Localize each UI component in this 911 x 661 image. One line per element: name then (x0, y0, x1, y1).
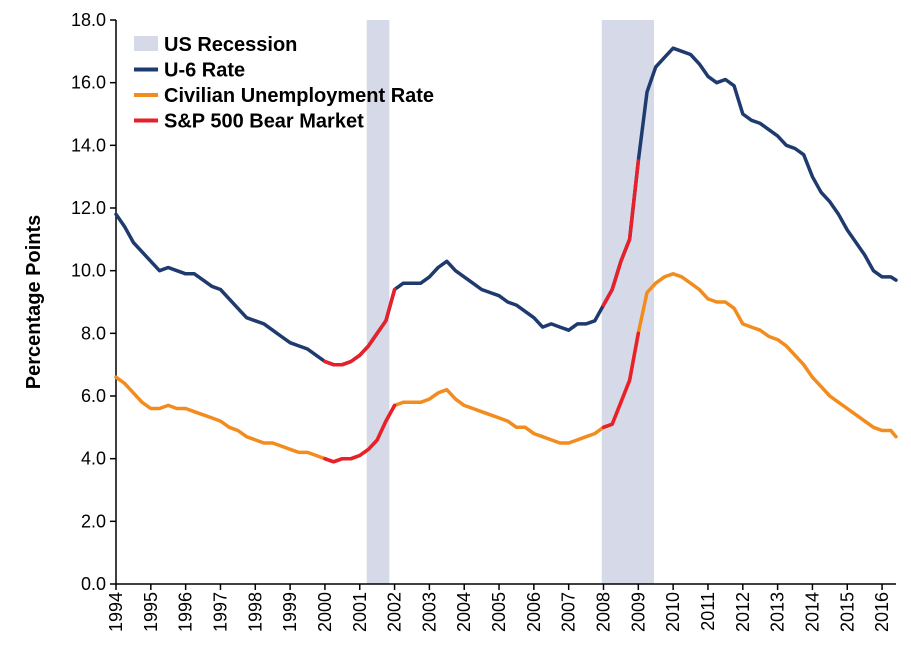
x-tick-label: 2007 (559, 592, 579, 632)
axes (115, 20, 896, 585)
series-lines (114, 46, 898, 464)
x-tick-label: 2002 (385, 592, 405, 632)
x-tick-label: 2003 (419, 592, 439, 632)
x-tick-label: 2014 (802, 592, 822, 632)
legend-label: Civilian Unemployment Rate (164, 85, 434, 107)
x-tick-labels: 1994 1995 1996 1997 1998 1999 2000 2001 2002 2003… (106, 584, 892, 632)
bear-market-segment-u6-1 (323, 287, 397, 367)
x-tick-label: 2000 (315, 592, 335, 632)
x-tick-label: 1999 (280, 592, 300, 632)
y-tick-label: 16.0 (71, 73, 106, 93)
x-tick-label: 2001 (350, 592, 370, 632)
x-tick-label: 1996 (176, 592, 196, 632)
x-tick-label: 2004 (454, 592, 474, 632)
y-tick-label: 10.0 (71, 261, 106, 281)
x-tick-label: 2016 (872, 592, 892, 632)
legend-label: US Recession (164, 34, 297, 56)
x-tick-label: 2011 (698, 592, 718, 631)
bear-market-segment-unemployment-2 (601, 331, 641, 430)
y-tick-label: 12.0 (71, 198, 106, 218)
bear-market-segment-u6-2 (601, 159, 641, 307)
y-tick-label: 0.0 (81, 574, 106, 594)
x-tick-label: 2012 (733, 592, 753, 632)
legend: US Recession U-6 Rate Civilian Unemploymen… (134, 34, 434, 133)
x-tick-label: 1995 (141, 592, 161, 632)
y-tick-label: 2.0 (81, 511, 106, 531)
x-tick-label: 1994 (106, 592, 126, 632)
series-line-u6 (114, 46, 898, 367)
legend-label: S&P 500 Bear Market (164, 111, 364, 133)
x-tick-label: 1997 (210, 592, 230, 632)
legend-label: U-6 Rate (164, 60, 245, 82)
bear-market-segment-unemployment-1 (323, 403, 397, 464)
x-tick-label: 2006 (524, 592, 544, 632)
y-tick-label: 4.0 (81, 449, 106, 469)
x-tick-label: 2005 (489, 592, 509, 632)
x-tick-label: 2009 (628, 592, 648, 632)
legend-swatch-recession (134, 36, 158, 51)
y-tick-label: 6.0 (81, 386, 106, 406)
x-tick-label: 2013 (768, 592, 788, 632)
x-tick-label: 1998 (245, 592, 265, 632)
x-tick-label: 2010 (663, 592, 683, 632)
x-tick-label: 2008 (594, 592, 614, 632)
y-tick-label: 18.0 (71, 10, 106, 30)
y-tick-labels: 0.0 2.0 4.0 6.0 8.0 10.0 12.0 14.0 16.0 18.0 (71, 10, 116, 594)
series-line-unemployment (114, 272, 898, 464)
y-tick-label: 8.0 (81, 323, 106, 343)
y-axis-label: Percentage Points (23, 215, 45, 390)
x-tick-label: 2015 (837, 592, 857, 632)
y-tick-label: 14.0 (71, 135, 106, 155)
